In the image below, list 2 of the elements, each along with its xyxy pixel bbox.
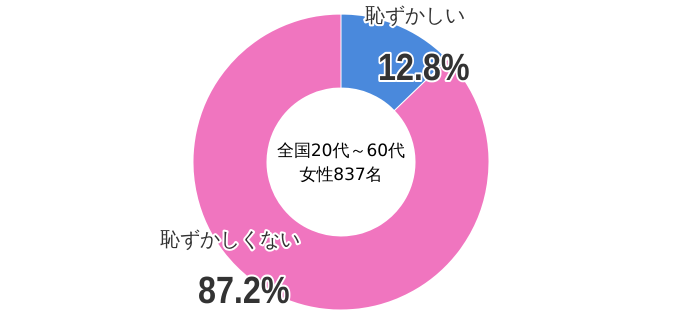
text: 女性837名 — [299, 165, 383, 185]
text: 全国20代～60代 — [276, 141, 406, 161]
